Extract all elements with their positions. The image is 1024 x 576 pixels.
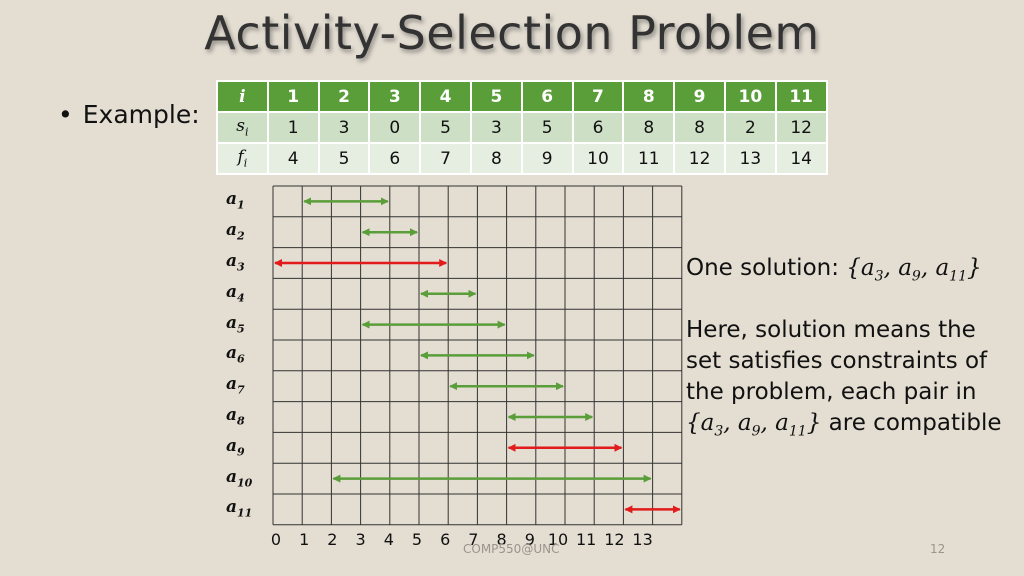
- table-cell: 2: [723, 111, 777, 144]
- table-cell: 3: [368, 80, 422, 113]
- table-cell: 5: [317, 142, 371, 175]
- table-cell: 3: [317, 111, 371, 144]
- table-cell: 11: [622, 142, 676, 175]
- table-cell: 9: [520, 142, 574, 175]
- table-cell: 7: [571, 80, 625, 113]
- example-label: Example:: [82, 100, 200, 129]
- activity-label: a2: [226, 220, 245, 243]
- note-line-2: set satisfies constraints of: [686, 348, 988, 374]
- table-cell: 5: [419, 111, 472, 144]
- note-suffix: are compatible: [821, 410, 1002, 436]
- table-cell: 11: [774, 80, 828, 113]
- table-cell: 12: [673, 142, 726, 175]
- activity-label: a7: [226, 374, 245, 397]
- table-row-label: fi: [216, 142, 269, 175]
- table-cell: 8: [622, 111, 676, 144]
- x-tick-label: 2: [327, 530, 338, 549]
- table-row-index: i 1 2 3 4 5 6 7 8 9 10 11: [216, 80, 828, 113]
- table-cell: 1: [266, 111, 320, 144]
- table-cell: 4: [419, 80, 472, 113]
- bullet-dot: •: [58, 100, 73, 129]
- x-tick-label: 11: [576, 530, 597, 549]
- note-set: {a3, a9, a11}: [686, 410, 822, 440]
- table-cell: 14: [774, 142, 828, 175]
- table-row-label: si: [216, 111, 269, 144]
- activity-label: a8: [226, 405, 245, 428]
- table-cell: 7: [419, 142, 472, 175]
- table-cell: 10: [723, 80, 777, 113]
- x-tick-label: 9: [524, 530, 535, 549]
- table-cell: 0: [368, 111, 422, 144]
- activity-label: a6: [226, 343, 245, 366]
- x-tick-label: 4: [383, 530, 394, 549]
- solution-set: {a3, a9, a11}: [846, 255, 982, 285]
- activity-label: a11: [226, 497, 253, 520]
- table-cell: 8: [673, 111, 726, 144]
- example-bullet: • Example:: [58, 100, 200, 129]
- solution-line: One solution: {a3, a9, a11}: [686, 255, 982, 285]
- solution-note: Here, solution means the set satisfies c…: [686, 315, 1021, 448]
- activity-label: a5: [226, 312, 245, 335]
- x-tick-label: 7: [468, 530, 479, 549]
- note-line-4: {a3, a9, a11} are compatible: [686, 408, 1021, 448]
- footer-course: COMP550@UNC: [463, 542, 560, 556]
- table-row-start: si 1 3 0 5 3 5 6 8 8 2 12: [216, 111, 828, 144]
- table-cell: 8: [469, 142, 523, 175]
- x-tick-label: 0: [270, 530, 282, 549]
- table-cell: 2: [317, 80, 371, 113]
- activity-label: a10: [226, 466, 253, 489]
- table-cell: 5: [520, 111, 574, 144]
- activity-label: a9: [226, 435, 245, 459]
- table-cell: 6: [520, 80, 574, 113]
- x-tick-label: 8: [496, 530, 507, 549]
- x-tick-label: 5: [411, 530, 423, 549]
- x-tick-label: 3: [355, 530, 366, 549]
- table-cell: 4: [266, 142, 320, 175]
- table-cell: 3: [469, 111, 523, 144]
- note-line-3: the problem, each pair in: [686, 379, 977, 405]
- table-cell: 12: [774, 111, 828, 144]
- x-tick-label: 13: [632, 530, 653, 549]
- table-cell: 9: [673, 80, 726, 113]
- table-row-label: i: [216, 80, 269, 113]
- table-cell: 6: [368, 142, 422, 175]
- x-tick-label: 1: [299, 530, 310, 549]
- activity-label: a4: [226, 281, 245, 305]
- table-cell: 6: [571, 111, 625, 144]
- table-cell: 13: [723, 142, 777, 175]
- activity-table: i 1 2 3 4 5 6 7 8 9 10 11 si 1 3 0 5 3 5 6 8 8 2 12 fi 4 5 6 7 8 9 10…: [216, 80, 828, 175]
- table-cell: 1: [266, 80, 320, 113]
- activity-label: a1: [226, 189, 245, 212]
- page-number: 12: [930, 542, 946, 556]
- table-cell: 5: [469, 80, 523, 113]
- activity-label: a3: [226, 251, 245, 274]
- table-cell: 8: [622, 80, 676, 113]
- x-tick-label: 6: [440, 530, 451, 549]
- note-line-1: Here, solution means the: [686, 317, 976, 343]
- x-tick-label: 10: [547, 530, 569, 549]
- solution-prefix: One solution:: [686, 255, 847, 281]
- slide-title: Activity-Selection Problem: [204, 6, 820, 60]
- x-tick-label: 12: [604, 530, 625, 549]
- table-cell: 10: [571, 142, 625, 175]
- table-row-finish: fi 4 5 6 7 8 9 10 11 12 13 14: [216, 142, 828, 175]
